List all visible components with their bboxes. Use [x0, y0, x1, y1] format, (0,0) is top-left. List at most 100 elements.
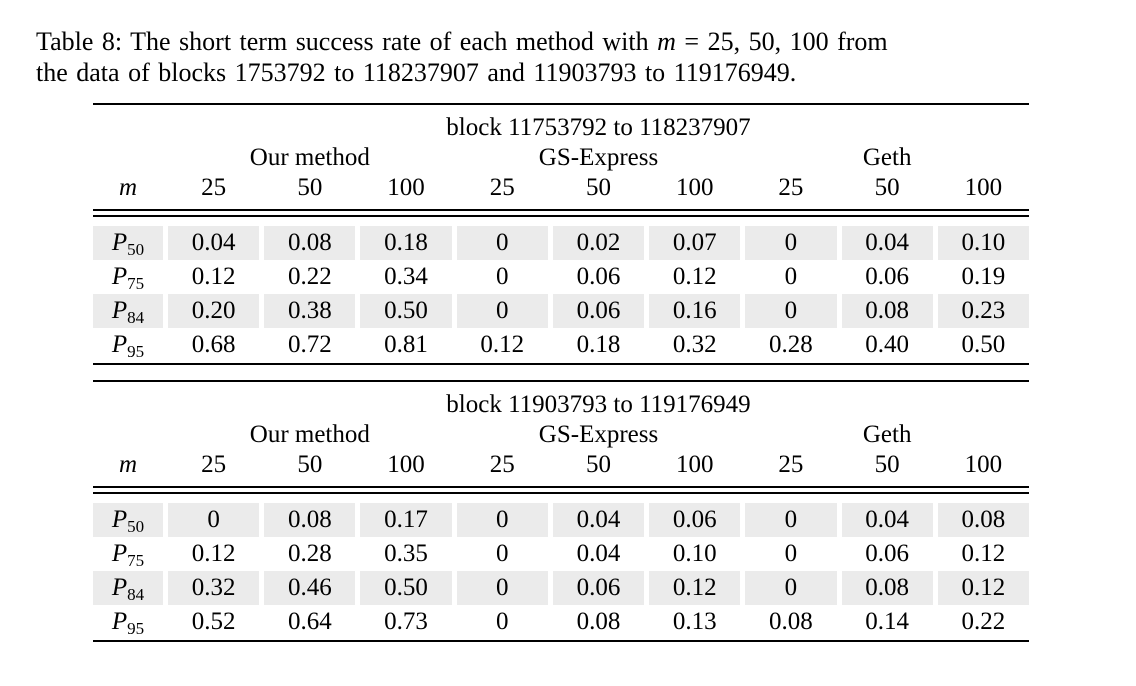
spacer: [93, 420, 163, 450]
block-header-row: block 11753792 to 118237907: [93, 105, 1029, 143]
m-header-row: m 25 50 100 25 50 100 25 50 100: [93, 450, 1029, 480]
m-value-header: 100: [675, 174, 714, 201]
value-cell: 0.12: [649, 571, 741, 605]
value-cell: 0.50: [360, 571, 452, 605]
value-cell: 0.04: [552, 503, 645, 537]
value-cell: 0.10: [672, 540, 717, 567]
m-label-var: m: [118, 451, 138, 478]
results-table: block 11753792 to 118237907 Our method GS-…: [93, 103, 1029, 365]
row-label: P75: [93, 260, 163, 294]
row-label: P84: [93, 294, 163, 328]
m-value-header: 100: [387, 451, 425, 478]
row-label-subscript: 75: [127, 274, 145, 293]
row-label: P95: [93, 328, 163, 362]
method-group-row: Our method GS-Express Geth: [93, 420, 1029, 450]
value-cell: 0.04: [841, 503, 933, 537]
bottom-rule: [93, 640, 1029, 642]
value-cell: 0.16: [649, 294, 741, 328]
m-value-header: 25: [489, 174, 515, 201]
caption-math-var: m: [657, 27, 676, 56]
caption-text-1: Table 8: The short term success rate of …: [36, 27, 649, 56]
value-cell: 0.38: [264, 294, 356, 328]
value-cell: 0.12: [191, 540, 236, 567]
value-cell: 0.06: [865, 540, 910, 567]
row-label: P50: [93, 503, 163, 537]
value-cell: 0.08: [264, 226, 356, 260]
value-cell: 0.18: [576, 331, 621, 358]
value-cell: 0.34: [384, 263, 428, 290]
value-cell: 0.50: [961, 331, 1006, 358]
value-cell: 0.02: [552, 226, 645, 260]
table-row: P84 0.20 0.38 0.50 0 0.06 0.16 0 0.08 0.23: [93, 294, 1029, 328]
value-cell: 0.12: [937, 571, 1029, 605]
m-value-header: 50: [585, 174, 611, 201]
value-cell: 0.06: [649, 503, 741, 537]
row-label-subscript: 95: [127, 619, 145, 638]
row-label-base: P: [111, 540, 128, 567]
value-cell: 0.72: [287, 331, 332, 358]
m-value-header: 50: [297, 174, 323, 201]
value-cell: 0.35: [384, 540, 428, 567]
value-cell: 0.14: [865, 608, 910, 635]
value-cell: 0: [784, 540, 798, 567]
spacer: [93, 143, 163, 173]
row-label: P84: [93, 571, 163, 605]
row-label-subscript: 50: [127, 517, 145, 536]
method-group-label: Our method: [249, 144, 370, 171]
caption-text-2: = 25, 50, 100 from: [684, 27, 888, 56]
value-cell: 0: [496, 540, 509, 567]
row-label-base: P: [111, 229, 128, 256]
spacer: [93, 389, 163, 420]
value-cell: 0.19: [961, 263, 1006, 290]
value-cell: 0.04: [576, 540, 621, 567]
value-cell: 0.40: [865, 331, 910, 358]
value-cell: 0: [496, 608, 509, 635]
value-cell: 0.04: [841, 226, 933, 260]
value-cell: 0: [168, 503, 260, 537]
value-cell: 0.18: [360, 226, 452, 260]
m-value-header: 25: [489, 451, 515, 478]
row-label-subscript: 84: [127, 585, 145, 604]
method-group-label: GS-Express: [538, 421, 659, 448]
value-cell: 0: [745, 503, 837, 537]
value-cell: 0.12: [672, 263, 717, 290]
row-label-base: P: [111, 506, 128, 533]
method-group-row: Our method GS-Express Geth: [93, 143, 1029, 173]
table-row: P50 0.04 0.08 0.18 0 0.02 0.07 0 0.04 0.10: [93, 226, 1029, 260]
value-cell: 0: [456, 294, 548, 328]
value-cell: 0.52: [191, 608, 236, 635]
bottom-rule: [93, 363, 1029, 365]
results-table: block 11903793 to 119176949 Our method GS-…: [93, 380, 1029, 642]
table-caption: Table 8: The short term success rate of …: [36, 26, 1108, 88]
header-double-rule: [93, 209, 1029, 217]
top-rule: [93, 103, 1029, 105]
value-cell: 0: [745, 294, 837, 328]
m-value-header: 50: [585, 451, 611, 478]
value-cell: 0.06: [552, 294, 645, 328]
value-cell: 0: [456, 571, 548, 605]
value-cell: 0: [456, 226, 548, 260]
value-cell: 0.10: [937, 226, 1029, 260]
m-value-header: 100: [964, 174, 1003, 201]
m-value-header: 100: [675, 451, 714, 478]
caption-line-2: the data of blocks 1753792 to 118237907 …: [36, 58, 797, 87]
row-label-base: P: [111, 297, 128, 324]
m-value-header: 25: [201, 174, 227, 201]
value-cell: 0: [745, 571, 837, 605]
table-row: P75 0.12 0.22 0.34 0 0.06 0.12 0 0.06 0.19: [93, 260, 1029, 294]
value-cell: 0: [456, 503, 548, 537]
value-cell: 0.06: [865, 263, 910, 290]
table-row: P95 0.52 0.64 0.73 0 0.08 0.13 0.08 0.14 0.22: [93, 605, 1029, 639]
method-group-label: Geth: [862, 144, 912, 171]
row-label-base: P: [111, 331, 128, 358]
value-cell: 0.12: [480, 331, 525, 358]
m-value-header: 100: [964, 451, 1003, 478]
value-cell: 0.28: [769, 331, 813, 358]
value-cell: 0.68: [191, 331, 236, 358]
value-cell: 0.12: [961, 540, 1006, 567]
method-group-label: Our method: [249, 421, 370, 448]
row-label-subscript: 50: [127, 240, 145, 259]
m-value-header: 50: [874, 451, 900, 478]
value-cell: 0.08: [769, 608, 813, 635]
m-header-row: m 25 50 100 25 50 100 25 50 100: [93, 173, 1029, 203]
